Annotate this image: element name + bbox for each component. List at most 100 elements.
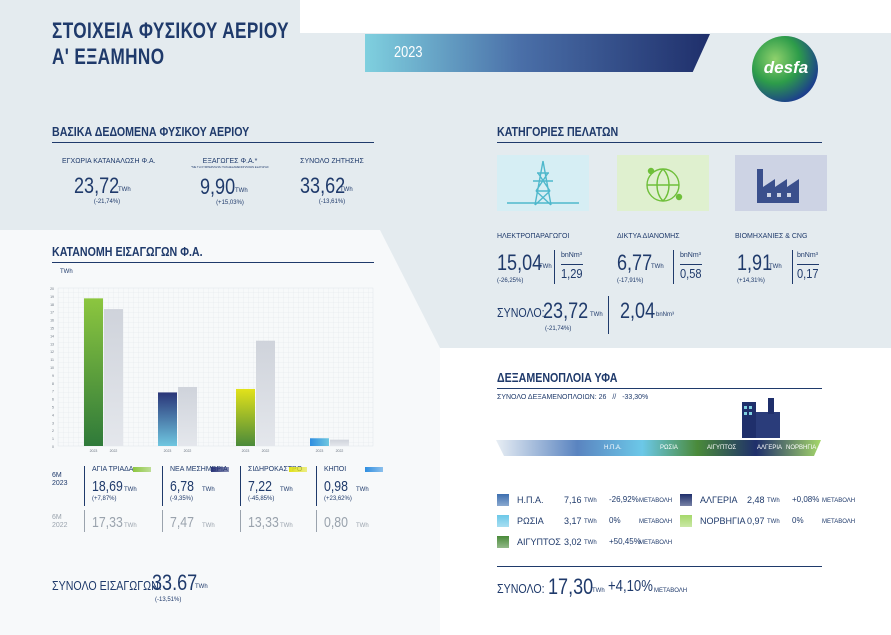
customers-total-unit: TWh: [590, 312, 603, 318]
lng-item-name: Η.Π.Α.: [517, 495, 544, 505]
import-point-value-2022: 17,33: [92, 514, 123, 531]
customer-bnm-label-distribution: bnNm³: [680, 252, 702, 259]
lng-item-unit: TWh: [767, 498, 780, 504]
y-tick-label: 0: [52, 445, 54, 449]
imports-title: ΚΑΤΑΝΟΜΗ ΕΙΣΑΓΩΓΩΝ Φ.Α.: [52, 244, 203, 259]
lng-item-change: 0%: [792, 516, 804, 525]
import-point-change: (+7,87%): [92, 496, 117, 502]
customer-sep-distribution: [673, 250, 674, 284]
lng-item-swatch: [497, 494, 509, 506]
import-point-unit-2022: TWh: [356, 523, 369, 529]
lng-item-change-label: ΜΕΤΑΒΟΛΗ: [639, 498, 673, 504]
lng-item-change-label: ΜΕΤΑΒΟΛΗ: [822, 519, 856, 525]
lng-total-value: 17,30: [548, 574, 594, 599]
import-point-name: ΚΗΠΟΙ: [324, 466, 347, 473]
customer-bnm-rule-industries: [797, 264, 819, 265]
customers-total-value: 23,72: [543, 298, 589, 323]
import-point-sep-2022: [316, 510, 317, 532]
y-tick-label: 13: [50, 342, 54, 346]
customer-change-industries: (+14,31%): [737, 278, 765, 284]
y-tick-label: 3: [52, 421, 54, 425]
y-tick-label: 20: [50, 287, 54, 291]
x-tick-label: 2022: [262, 449, 270, 453]
lng-item-value: 3,02: [564, 537, 582, 547]
x-tick-label: 2023: [164, 449, 172, 453]
import-point-unit-2023: TWh: [124, 487, 137, 493]
bar-2023-0: [84, 298, 103, 446]
band-label-norway: ΝΟΡΒΗΓΙΑ: [786, 445, 817, 451]
customer-bnm-label-power: bnNm³: [561, 252, 583, 259]
imports-row-2023-label: 6M 2023: [52, 472, 68, 487]
customer-sep-power: [554, 250, 555, 284]
lng-total-unit: TWh: [592, 588, 605, 594]
y-tick-label: 7: [52, 390, 54, 394]
import-point-swatch: [289, 467, 307, 472]
y-tick-label: 12: [50, 350, 54, 354]
lng-item-swatch: [680, 494, 692, 506]
lng-item-name: ΝΟΡΒΗΓΙΑ: [700, 516, 746, 526]
x-tick-label: 2022: [110, 449, 118, 453]
y-tick-label: 15: [50, 327, 54, 331]
factory-icon: [757, 169, 799, 203]
y-tick-label: 8: [52, 382, 54, 386]
lng-total-rule: [497, 566, 822, 567]
y-tick-label: 11: [50, 358, 54, 362]
import-point-change: (+23,62%): [324, 496, 352, 502]
y-tick-label: 10: [50, 366, 54, 370]
import-point-name: ΣΙΔΗΡΟΚΑΣΤΡΟ: [248, 466, 303, 473]
right-panel-background: [440, 110, 891, 348]
import-point-value-2023: 18,69: [92, 478, 123, 495]
customer-label-power: ΗΛΕΚΤΡΟΠΑΡΑΓΩΓΟΙ: [497, 233, 570, 240]
lng-item-change-label: ΜΕΤΑΒΟΛΗ: [822, 498, 856, 504]
import-point-swatch: [211, 467, 229, 472]
import-point-swatch: [133, 467, 151, 472]
logo-text: desfa: [763, 58, 809, 77]
lng-item-swatch: [680, 515, 692, 527]
customer-label-distribution: ΔΙΚΤΥΑ ΔΙΑΝΟΜΗΣ: [617, 233, 680, 240]
top-right-wedge: [300, 0, 891, 33]
distribution-networks-icon-box: [617, 155, 709, 211]
industries-icon-box: [735, 155, 827, 211]
lng-item-unit: TWh: [584, 498, 597, 504]
customer-bnm-value-power: 1,29: [561, 266, 583, 281]
lng-subtitle: ΣΥΝΟΛΟ ΔΕΞΑΜΕΝΟΠΛΟΙΩΝ: 26 // -33,30%: [497, 394, 649, 401]
imports-total-value: 33.67: [152, 570, 198, 595]
x-tick-label: 2023: [90, 449, 98, 453]
basic-data-title: ΒΑΣΙΚΑ ΔΕΔΟΜΕΝΑ ΦΥΣΙΚΟΥ ΑΕΡΙΟΥ: [52, 124, 250, 139]
import-point-value-2022: 13,33: [248, 514, 279, 531]
bar-2022-3: [330, 439, 349, 446]
import-point-unit-2022: TWh: [202, 523, 215, 529]
lng-title: ΔΕΞΑΜΕΝΟΠΛΟΙΑ ΥΦΑ: [497, 370, 618, 385]
lng-item-change: -26,92%: [609, 495, 639, 504]
y-tick-label: 6: [52, 398, 54, 402]
import-point-unit-2022: TWh: [280, 523, 293, 529]
x-tick-label: 2023: [316, 449, 324, 453]
import-point-value-2022: 0,80: [324, 514, 348, 531]
customers-title: ΚΑΤΗΓΟΡΙΕΣ ΠΕΛΑΤΩΝ: [497, 124, 619, 139]
import-point-sep-2022: [162, 510, 163, 532]
customers-rule: [497, 142, 822, 143]
lng-item-value: 3,17: [564, 516, 582, 526]
customer-sep-industries: [792, 250, 793, 284]
lng-item-unit: TWh: [767, 519, 780, 525]
year-label: 2023: [394, 44, 423, 61]
customer-unit-industries: TWh: [769, 264, 782, 270]
import-point-change: (-45,85%): [248, 496, 275, 502]
lng-item-value: 7,16: [564, 495, 582, 505]
imports-rule: [52, 262, 374, 263]
customer-change-distribution: (-17,91%): [617, 278, 644, 284]
bar-2022-0: [104, 309, 123, 446]
lng-total-change: +4,10%: [608, 578, 653, 595]
lng-item-value: 2,48: [747, 495, 765, 505]
bar-2022-1: [178, 386, 197, 446]
customer-value-power: 15,04: [497, 250, 543, 275]
lng-item-swatch: [497, 536, 509, 548]
lng-item-change-label: ΜΕΤΑΒΟΛΗ: [639, 540, 673, 546]
lng-item-name: ΑΛΓΕΡΙΑ: [700, 495, 738, 505]
import-point-sep-2022: [84, 510, 85, 532]
lng-total-change-label: ΜΕΤΑΒΟΛΗ: [654, 588, 688, 594]
year-band: [365, 34, 710, 72]
lng-item-change-label: ΜΕΤΑΒΟΛΗ: [639, 519, 673, 525]
customer-bnm-value-distribution: 0,58: [680, 266, 702, 281]
customer-unit-distribution: TWh: [651, 264, 664, 270]
